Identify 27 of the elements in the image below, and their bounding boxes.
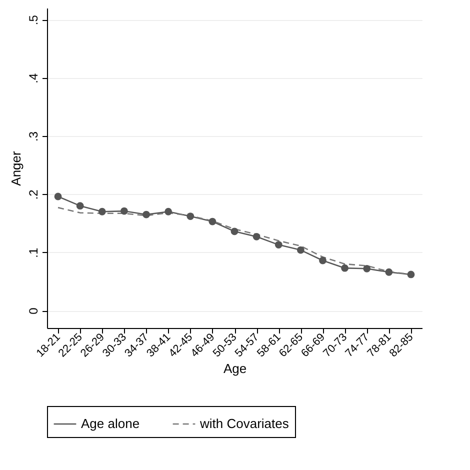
point [407,270,415,278]
point [274,241,282,248]
point [296,246,304,254]
point [98,208,106,216]
point [54,192,62,200]
y-tick-label: .4 [26,72,40,84]
point [363,264,371,272]
legend-label: with Covariates [199,416,290,431]
y-tick-label: 0 [26,307,40,314]
y-tick-label: .5 [26,14,40,26]
point [208,218,216,226]
y-tick-label: .3 [26,131,40,142]
point [186,212,194,220]
y-tick-label: .1 [26,248,40,258]
point [142,210,150,218]
legend-label: Age alone [81,416,140,431]
point [120,207,128,215]
x-axis-title: Age [223,360,247,376]
point [319,256,326,264]
point [252,232,260,240]
y-axis-title: Anger [8,150,24,186]
y-tick-label: .2 [26,189,40,200]
point [76,202,84,210]
point [230,228,238,236]
point [341,264,348,272]
point [164,208,172,216]
point [385,268,393,276]
